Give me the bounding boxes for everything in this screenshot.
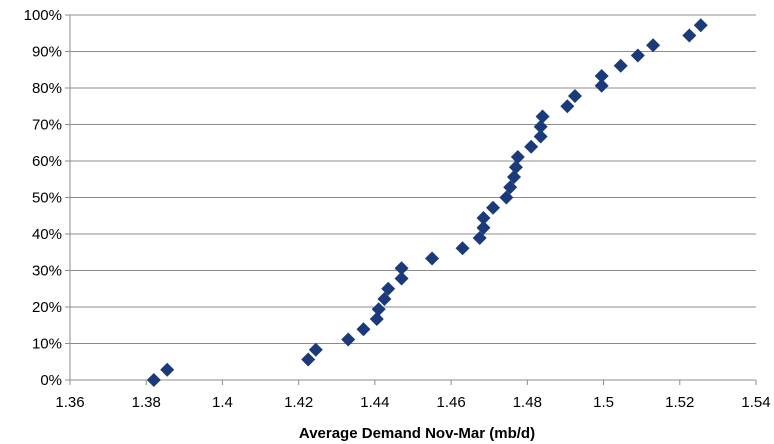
x-tick-label: 1.48 — [513, 394, 542, 411]
data-points — [146, 18, 708, 387]
data-point-marker — [630, 48, 645, 63]
data-point-marker — [146, 373, 161, 387]
data-point-marker — [455, 241, 470, 256]
y-tick-label: 60% — [32, 153, 62, 170]
data-point-marker — [646, 38, 661, 53]
data-point-marker — [535, 109, 550, 124]
data-point-marker — [377, 291, 392, 306]
x-tick-label: 1.38 — [132, 394, 161, 411]
y-tick-label: 20% — [32, 299, 62, 316]
data-point-marker — [594, 68, 609, 83]
data-point-marker — [503, 180, 518, 195]
x-tick-label: 1.52 — [665, 394, 694, 411]
x-tick-label: 1.44 — [360, 394, 389, 411]
data-point-marker — [160, 362, 175, 377]
y-tick-label: 80% — [32, 80, 62, 97]
y-tick-label: 100% — [24, 7, 62, 24]
data-point-marker — [356, 322, 371, 337]
data-point-marker — [341, 332, 356, 347]
x-tick-label: 1.46 — [437, 394, 466, 411]
data-point-marker — [506, 170, 521, 185]
data-point-marker — [560, 99, 575, 114]
y-tick-label: 30% — [32, 263, 62, 280]
y-tick-label: 40% — [32, 226, 62, 243]
data-point-marker — [567, 89, 582, 104]
data-point-marker — [682, 28, 697, 43]
data-point-marker — [301, 352, 316, 367]
data-point-marker — [594, 78, 609, 93]
data-point-marker — [508, 160, 523, 175]
data-point-marker — [510, 149, 525, 164]
x-tick-label: 1.36 — [55, 394, 84, 411]
x-tick-label: 1.54 — [741, 394, 770, 411]
y-tick-label: 50% — [32, 190, 62, 207]
x-tick-label: 1.42 — [284, 394, 313, 411]
data-point-marker — [394, 261, 409, 276]
data-point-marker — [486, 200, 501, 215]
y-tick-label: 10% — [32, 336, 62, 353]
y-tick-label: 70% — [32, 117, 62, 134]
data-point-marker — [369, 312, 384, 327]
data-point-marker — [524, 139, 539, 154]
data-point-marker — [425, 251, 440, 266]
data-point-marker — [394, 271, 409, 286]
data-point-marker — [533, 129, 548, 144]
y-tick-label: 90% — [32, 44, 62, 61]
x-tick-label: 1.5 — [593, 394, 614, 411]
data-point-marker — [499, 190, 514, 205]
data-point-marker — [613, 58, 628, 73]
data-point-marker — [476, 210, 491, 225]
data-point-marker — [381, 281, 396, 296]
y-axis-tick-labels: 0% 10% 20% 30% 40% 50% 60% 70% 80% 90% 100% — [24, 7, 62, 389]
horizontal-gridlines — [70, 14, 756, 344]
data-point-marker — [308, 342, 323, 357]
data-point-marker — [476, 220, 491, 235]
x-axis-title: Average Demand Nov-Mar (mb/d) — [299, 425, 535, 442]
chart-axes — [65, 14, 757, 385]
data-point-marker — [472, 231, 487, 246]
x-axis-tick-labels: 1.36 1.38 1.4 1.42 1.44 1.46 1.48 1.5 1.52 1.54 — [55, 394, 770, 411]
x-tick-label: 1.4 — [212, 394, 233, 411]
data-point-marker — [533, 119, 548, 134]
y-tick-label: 0% — [40, 372, 62, 389]
data-point-marker — [693, 18, 708, 33]
data-point-marker — [371, 302, 386, 317]
